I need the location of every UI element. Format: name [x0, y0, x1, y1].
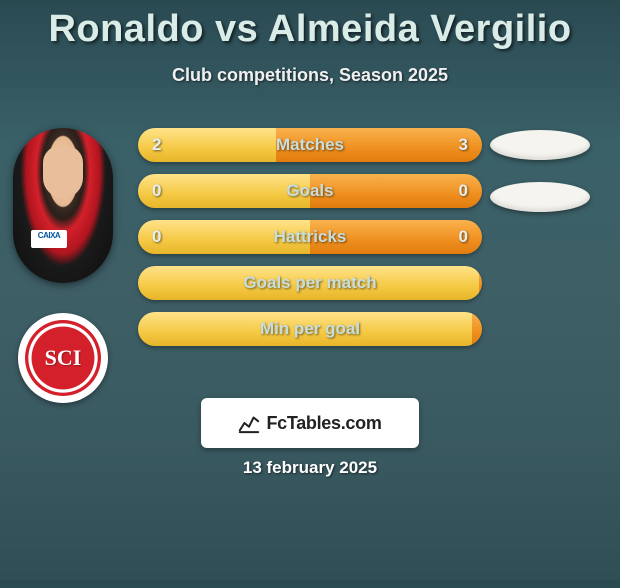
stat-value-right: 3 — [459, 128, 468, 162]
stat-row: Goals per match — [138, 266, 482, 300]
stat-value-left: 2 — [152, 128, 161, 162]
page-title: Ronaldo vs Almeida Vergilio — [0, 8, 620, 51]
stat-bars: Matches23Goals00Hattricks00Goals per mat… — [138, 128, 482, 358]
jersey-sponsor: CAIXA — [32, 231, 66, 240]
stat-bar-right — [472, 312, 482, 346]
stat-bar-right — [310, 220, 482, 254]
right-oval — [490, 130, 590, 160]
stat-row: Goals00 — [138, 174, 482, 208]
stat-bar-left — [138, 266, 479, 300]
brand-box: FcTables.com — [201, 398, 419, 448]
date-line: 13 february 2025 — [0, 458, 620, 478]
club-badge: SCI — [18, 313, 108, 403]
club-badge-monogram: SCI — [45, 345, 82, 371]
stat-bar-left — [138, 312, 472, 346]
brand-text: FcTables.com — [266, 413, 381, 434]
stat-bar-right — [479, 266, 482, 300]
right-oval-column — [490, 130, 600, 234]
stat-value-left: 0 — [152, 174, 161, 208]
stat-bar-left — [138, 220, 310, 254]
stat-bar-right — [310, 174, 482, 208]
player-photo: CAIXA — [13, 128, 113, 283]
stat-row: Matches23 — [138, 128, 482, 162]
stat-value-right: 0 — [459, 174, 468, 208]
right-oval — [490, 182, 590, 212]
stat-value-right: 0 — [459, 220, 468, 254]
stat-value-left: 0 — [152, 220, 161, 254]
stat-bar-right — [276, 128, 482, 162]
page-subtitle: Club competitions, Season 2025 — [0, 65, 620, 86]
stat-row: Hattricks00 — [138, 220, 482, 254]
brand-logo-icon — [238, 412, 260, 434]
stat-bar-left — [138, 174, 310, 208]
stat-row: Min per goal — [138, 312, 482, 346]
left-column: CAIXA SCI — [8, 128, 118, 403]
